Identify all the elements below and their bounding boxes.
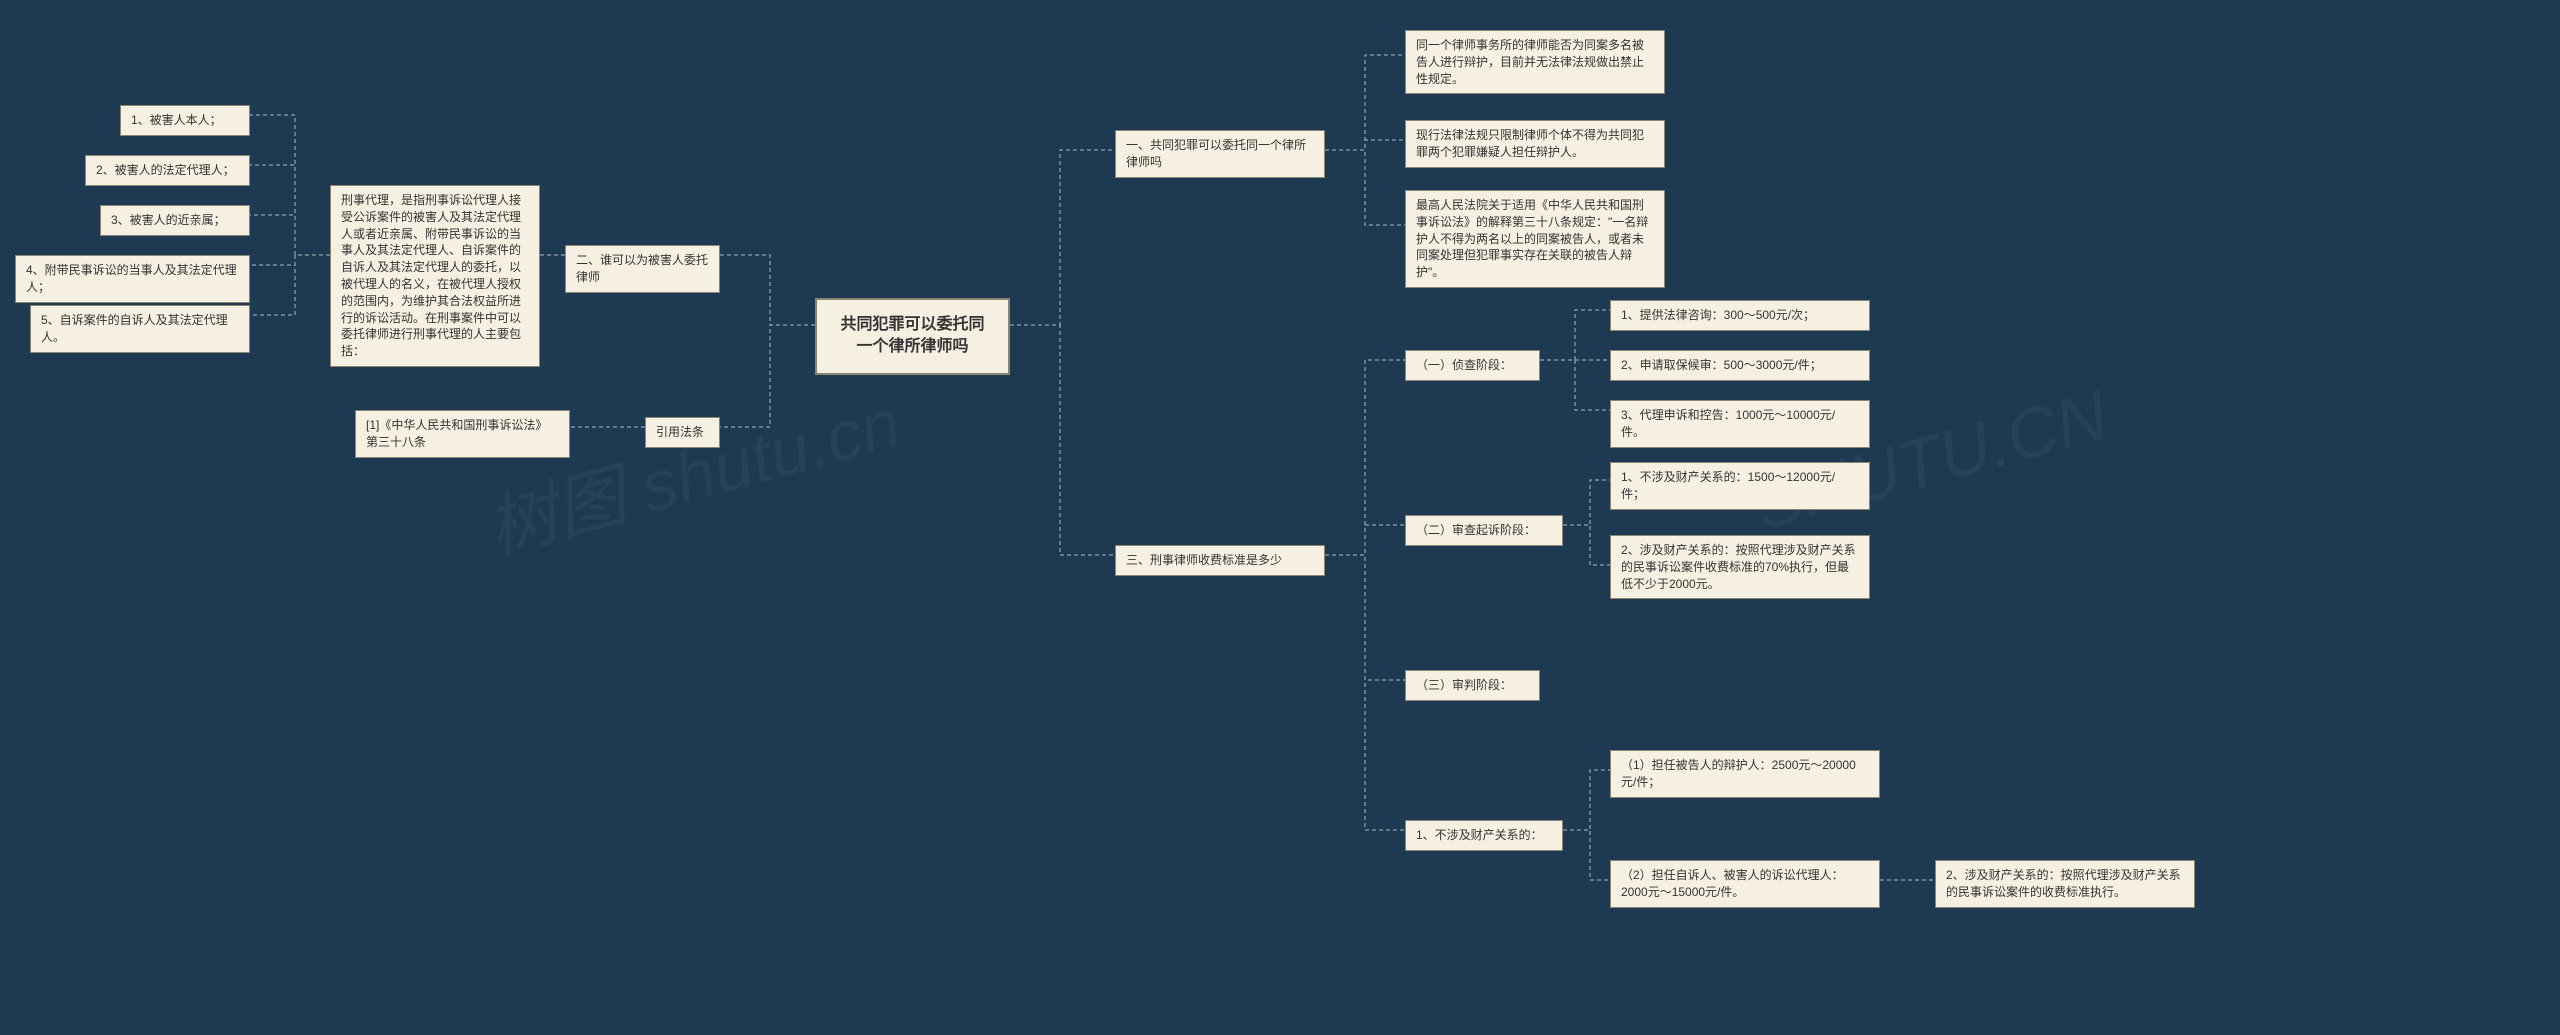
root-label: 共同犯罪可以委托同一个律所律师吗 — [840, 316, 984, 355]
ref-label: 引用法条 — [656, 425, 704, 439]
b3-s1-i1-text: 1、提供法律咨询：300～500元/次； — [1621, 308, 1815, 322]
b3-s3: （三）审判阶段： — [1405, 670, 1540, 701]
b2-desc: 刑事代理，是指刑事诉讼代理人接受公诉案件的被害人及其法定代理人或者近亲属、附带民… — [330, 185, 540, 367]
b3-s4-i1-text: （1）担任被告人的辩护人：2500元～20000元/件； — [1621, 758, 1856, 789]
b3-s1-i1: 1、提供法律咨询：300～500元/次； — [1610, 300, 1870, 331]
ref: 引用法条 — [645, 417, 720, 448]
b3-s1-i3-text: 3、代理申诉和控告：1000元～10000元/件。 — [1621, 408, 1835, 439]
ref-item: [1]《中华人民共和国刑事诉讼法》第三十八条 — [355, 410, 570, 458]
b3-s3-label: （三）审判阶段： — [1416, 678, 1512, 692]
b3-s1-i2-text: 2、申请取保候审：500～3000元/件； — [1621, 358, 1822, 372]
b3-s1-label: （一）侦查阶段： — [1416, 358, 1512, 372]
b3-x1: 2、涉及财产关系的：按照代理涉及财产关系的民事诉讼案件的收费标准执行。 — [1935, 860, 2195, 908]
b3-x1-text: 2、涉及财产关系的：按照代理涉及财产关系的民事诉讼案件的收费标准执行。 — [1946, 868, 2181, 899]
b1-c3: 最高人民法院关于适用《中华人民共和国刑事诉讼法》的解释第三十八条规定："一名辩护… — [1405, 190, 1665, 288]
b3-s2-i2-text: 2、涉及财产关系的：按照代理涉及财产关系的民事诉讼案件收费标准的70%执行，但最… — [1621, 543, 1856, 591]
b1-c1: 同一个律师事务所的律师能否为同案多名被告人进行辩护，目前并无法律法规做出禁止性规… — [1405, 30, 1665, 94]
b1-c2-text: 现行法律法规只限制律师个体不得为共同犯罪两个犯罪嫌疑人担任辩护人。 — [1416, 128, 1644, 159]
b3-s4-i1: （1）担任被告人的辩护人：2500元～20000元/件； — [1610, 750, 1880, 798]
b3-s2: （二）审查起诉阶段： — [1405, 515, 1563, 546]
branch-2: 二、谁可以为被害人委托律师 — [565, 245, 720, 293]
b2-i5-text: 5、自诉案件的自诉人及其法定代理人。 — [41, 313, 228, 344]
b3-s4: 1、不涉及财产关系的： — [1405, 820, 1563, 851]
branch-3-label: 三、刑事律师收费标准是多少 — [1126, 553, 1282, 567]
b3-s2-i2: 2、涉及财产关系的：按照代理涉及财产关系的民事诉讼案件收费标准的70%执行，但最… — [1610, 535, 1870, 599]
b1-c3-text: 最高人民法院关于适用《中华人民共和国刑事诉讼法》的解释第三十八条规定："一名辩护… — [1416, 198, 1648, 279]
root-node: 共同犯罪可以委托同一个律所律师吗 — [815, 298, 1010, 375]
b2-i2: 2、被害人的法定代理人； — [85, 155, 250, 186]
b2-i2-text: 2、被害人的法定代理人； — [96, 163, 235, 177]
b2-i4-text: 4、附带民事诉讼的当事人及其法定代理人； — [26, 263, 237, 294]
b2-i3-text: 3、被害人的近亲属； — [111, 213, 226, 227]
ref-item-text: [1]《中华人民共和国刑事诉讼法》第三十八条 — [366, 418, 547, 449]
b2-i4: 4、附带民事诉讼的当事人及其法定代理人； — [15, 255, 250, 303]
b2-desc-text: 刑事代理，是指刑事诉讼代理人接受公诉案件的被害人及其法定代理人或者近亲属、附带民… — [341, 193, 521, 358]
b2-i1: 1、被害人本人； — [120, 105, 250, 136]
b1-c1-text: 同一个律师事务所的律师能否为同案多名被告人进行辩护，目前并无法律法规做出禁止性规… — [1416, 38, 1644, 86]
b2-i1-text: 1、被害人本人； — [131, 113, 222, 127]
branch-3: 三、刑事律师收费标准是多少 — [1115, 545, 1325, 576]
b2-i5: 5、自诉案件的自诉人及其法定代理人。 — [30, 305, 250, 353]
watermark: 树图 shutu.cn — [474, 367, 910, 574]
b3-s2-i1: 1、不涉及财产关系的：1500～12000元/件； — [1610, 462, 1870, 510]
b3-s2-label: （二）审查起诉阶段： — [1416, 523, 1536, 537]
branch-2-label: 二、谁可以为被害人委托律师 — [576, 253, 708, 284]
b3-s4-label: 1、不涉及财产关系的： — [1416, 828, 1543, 842]
branch-1: 一、共同犯罪可以委托同一个律所律师吗 — [1115, 130, 1325, 178]
b3-s1-i3: 3、代理申诉和控告：1000元～10000元/件。 — [1610, 400, 1870, 448]
b3-s2-i1-text: 1、不涉及财产关系的：1500～12000元/件； — [1621, 470, 1835, 501]
b3-s4-i2: （2）担任自诉人、被害人的诉讼代理人：2000元～15000元/件。 — [1610, 860, 1880, 908]
b1-c2: 现行法律法规只限制律师个体不得为共同犯罪两个犯罪嫌疑人担任辩护人。 — [1405, 120, 1665, 168]
b2-i3: 3、被害人的近亲属； — [100, 205, 250, 236]
b3-s4-i2-text: （2）担任自诉人、被害人的诉讼代理人：2000元～15000元/件。 — [1621, 868, 1844, 899]
branch-1-label: 一、共同犯罪可以委托同一个律所律师吗 — [1126, 138, 1306, 169]
b3-s1: （一）侦查阶段： — [1405, 350, 1540, 381]
b3-s1-i2: 2、申请取保候审：500～3000元/件； — [1610, 350, 1870, 381]
